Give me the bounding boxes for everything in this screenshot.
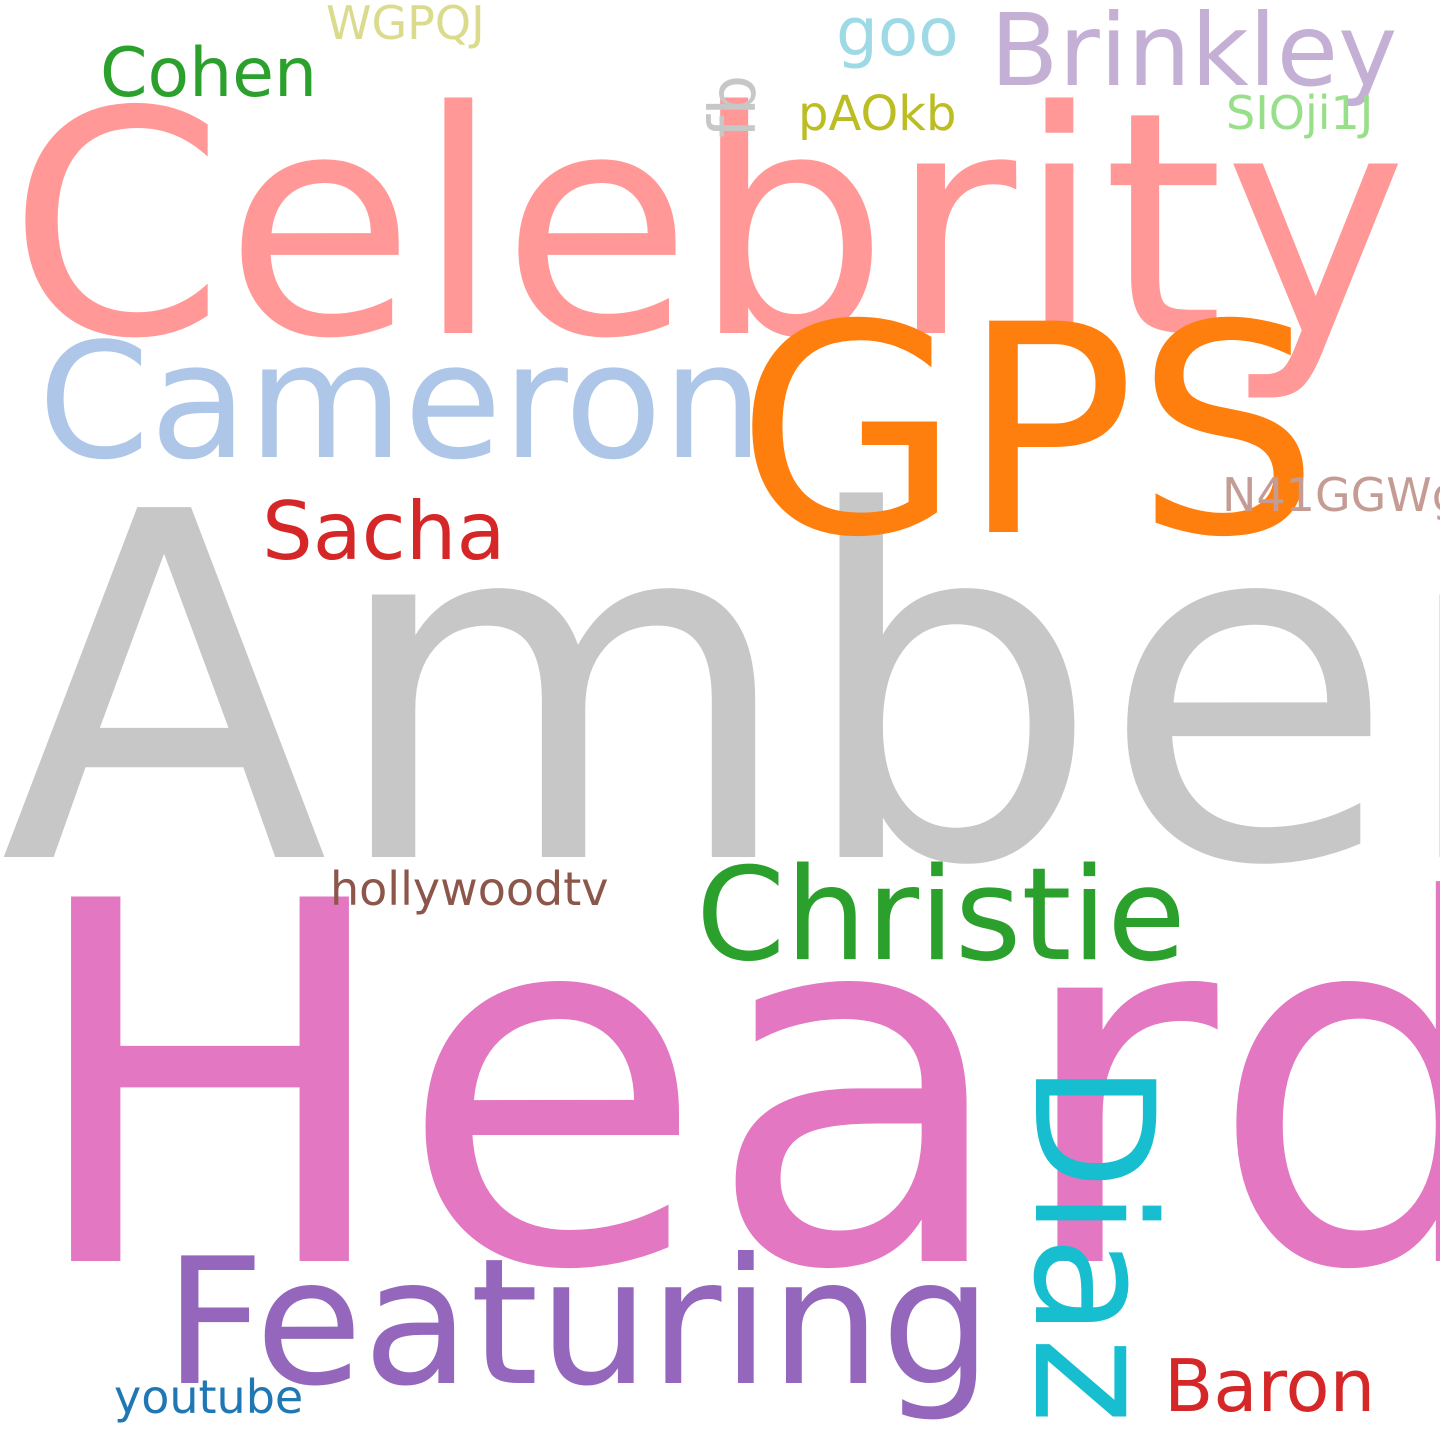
word-cameron: Cameron — [38, 308, 764, 495]
word-sioji1j: SIOji1J — [1226, 86, 1374, 140]
word-goo: goo — [836, 0, 959, 71]
word-diaz: Diaz — [997, 1063, 1189, 1424]
word-paokb: pAOkb — [798, 86, 957, 142]
word-hollywoodtv: hollywoodtv — [330, 862, 609, 916]
word-sacha: Sacha — [262, 485, 506, 578]
word-baron: Baron — [1164, 1344, 1376, 1428]
word-amber: Amber — [0, 412, 1440, 971]
word-cohen: Cohen — [100, 34, 318, 113]
word-featuring: Featuring — [164, 1222, 993, 1425]
word-n41ggwg: N41GGWg — [1222, 468, 1440, 522]
word-christie: Christie — [696, 841, 1186, 990]
word-wgpqj: WGPQJ — [326, 0, 485, 50]
word-brinkley: Brinkley — [990, 0, 1398, 109]
word-heard: Heard — [22, 797, 1440, 1379]
word-gps: GPS — [736, 264, 1320, 601]
word-celebrity: Celebrity — [8, 46, 1408, 407]
word-youtube: youtube — [114, 1370, 304, 1424]
word-fb: fb — [697, 74, 771, 138]
